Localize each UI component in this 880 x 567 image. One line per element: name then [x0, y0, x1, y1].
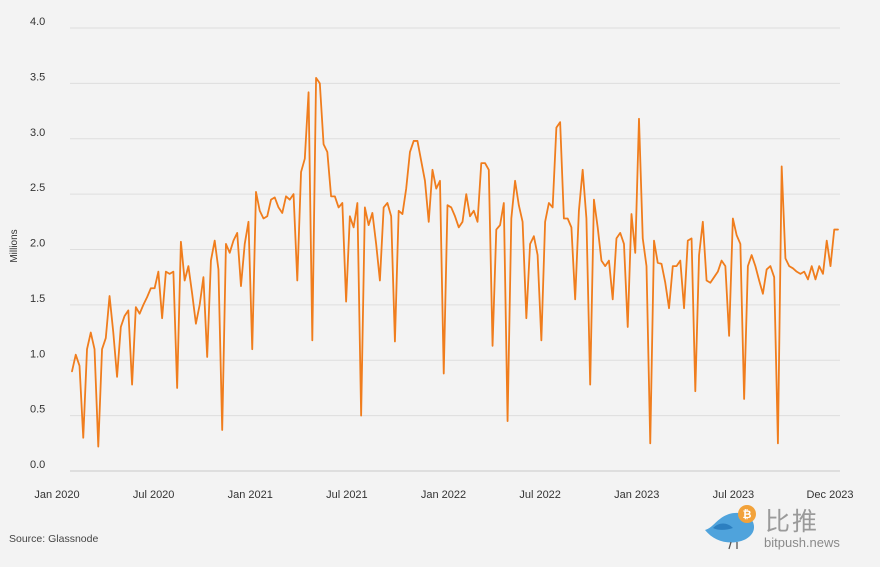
y-tick-label: 3.0: [30, 127, 45, 139]
source-note: Source: Glassnode: [9, 533, 99, 545]
x-tick-label: Jul 2021: [326, 489, 368, 501]
watermark-logo: ₿ 比推 bitpush.news: [703, 500, 873, 556]
x-tick-label: Jan 2023: [614, 489, 659, 501]
bird-icon: ₿: [705, 505, 756, 550]
x-axis-ticks: Jan 2020 Jul 2020 Jan 2021 Jul 2021 Jan 2022…: [34, 489, 853, 501]
x-tick-label: Dec 2023: [806, 489, 853, 501]
y-tick-label: 0.5: [30, 404, 45, 416]
y-tick-label: 0.0: [30, 459, 45, 471]
x-tick-label: Jul 2022: [519, 489, 561, 501]
x-tick-label: Jul 2023: [713, 489, 755, 501]
watermark-brand: 比推: [765, 507, 820, 536]
watermark-url: bitpush.news: [764, 535, 840, 550]
gridlines: [70, 27, 840, 472]
x-tick-label: Jan 2021: [228, 489, 273, 501]
series-line: [71, 76, 839, 448]
y-tick-label: 1.5: [30, 293, 45, 305]
y-axis-ticks: 0.0 0.5 1.0 1.5 2.0 2.5 3.0 3.5 4.0: [30, 16, 45, 471]
y-tick-label: 2.0: [30, 238, 45, 250]
x-tick-label: Jan 2022: [421, 489, 466, 501]
y-axis-label: Millions: [9, 229, 20, 262]
y-tick-label: 3.5: [30, 71, 45, 83]
x-tick-label: Jan 2020: [34, 489, 79, 501]
y-tick-label: 2.5: [30, 182, 45, 194]
x-tick-label: Jul 2020: [133, 489, 175, 501]
y-tick-label: 1.0: [30, 348, 45, 360]
y-tick-label: 4.0: [30, 16, 45, 28]
svg-text:₿: ₿: [743, 508, 752, 521]
